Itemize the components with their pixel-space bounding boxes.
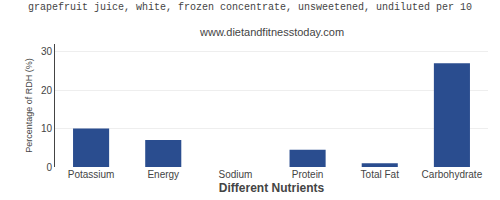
- svg-text:Protein: Protein: [292, 169, 324, 180]
- svg-text:Different Nutrients: Different Nutrients: [219, 181, 325, 195]
- svg-text:Energy: Energy: [147, 169, 179, 180]
- svg-text:Total Fat: Total Fat: [361, 169, 400, 180]
- svg-text:Percentage of RDH (%): Percentage of RDH (%): [24, 58, 34, 153]
- svg-text:20: 20: [41, 85, 53, 96]
- svg-text:Sodium: Sodium: [218, 169, 252, 180]
- svg-text:Potassium: Potassium: [68, 169, 115, 180]
- svg-text:30: 30: [41, 46, 53, 57]
- svg-text:www.dietandfitnesstoday.com: www.dietandfitnesstoday.com: [199, 26, 344, 38]
- svg-text:0: 0: [46, 162, 52, 173]
- svg-text:grapefruit juice, white, froze: grapefruit juice, white, frozen concentr…: [28, 2, 472, 13]
- svg-text:Carbohydrate: Carbohydrate: [422, 169, 483, 180]
- svg-text:10: 10: [41, 123, 53, 134]
